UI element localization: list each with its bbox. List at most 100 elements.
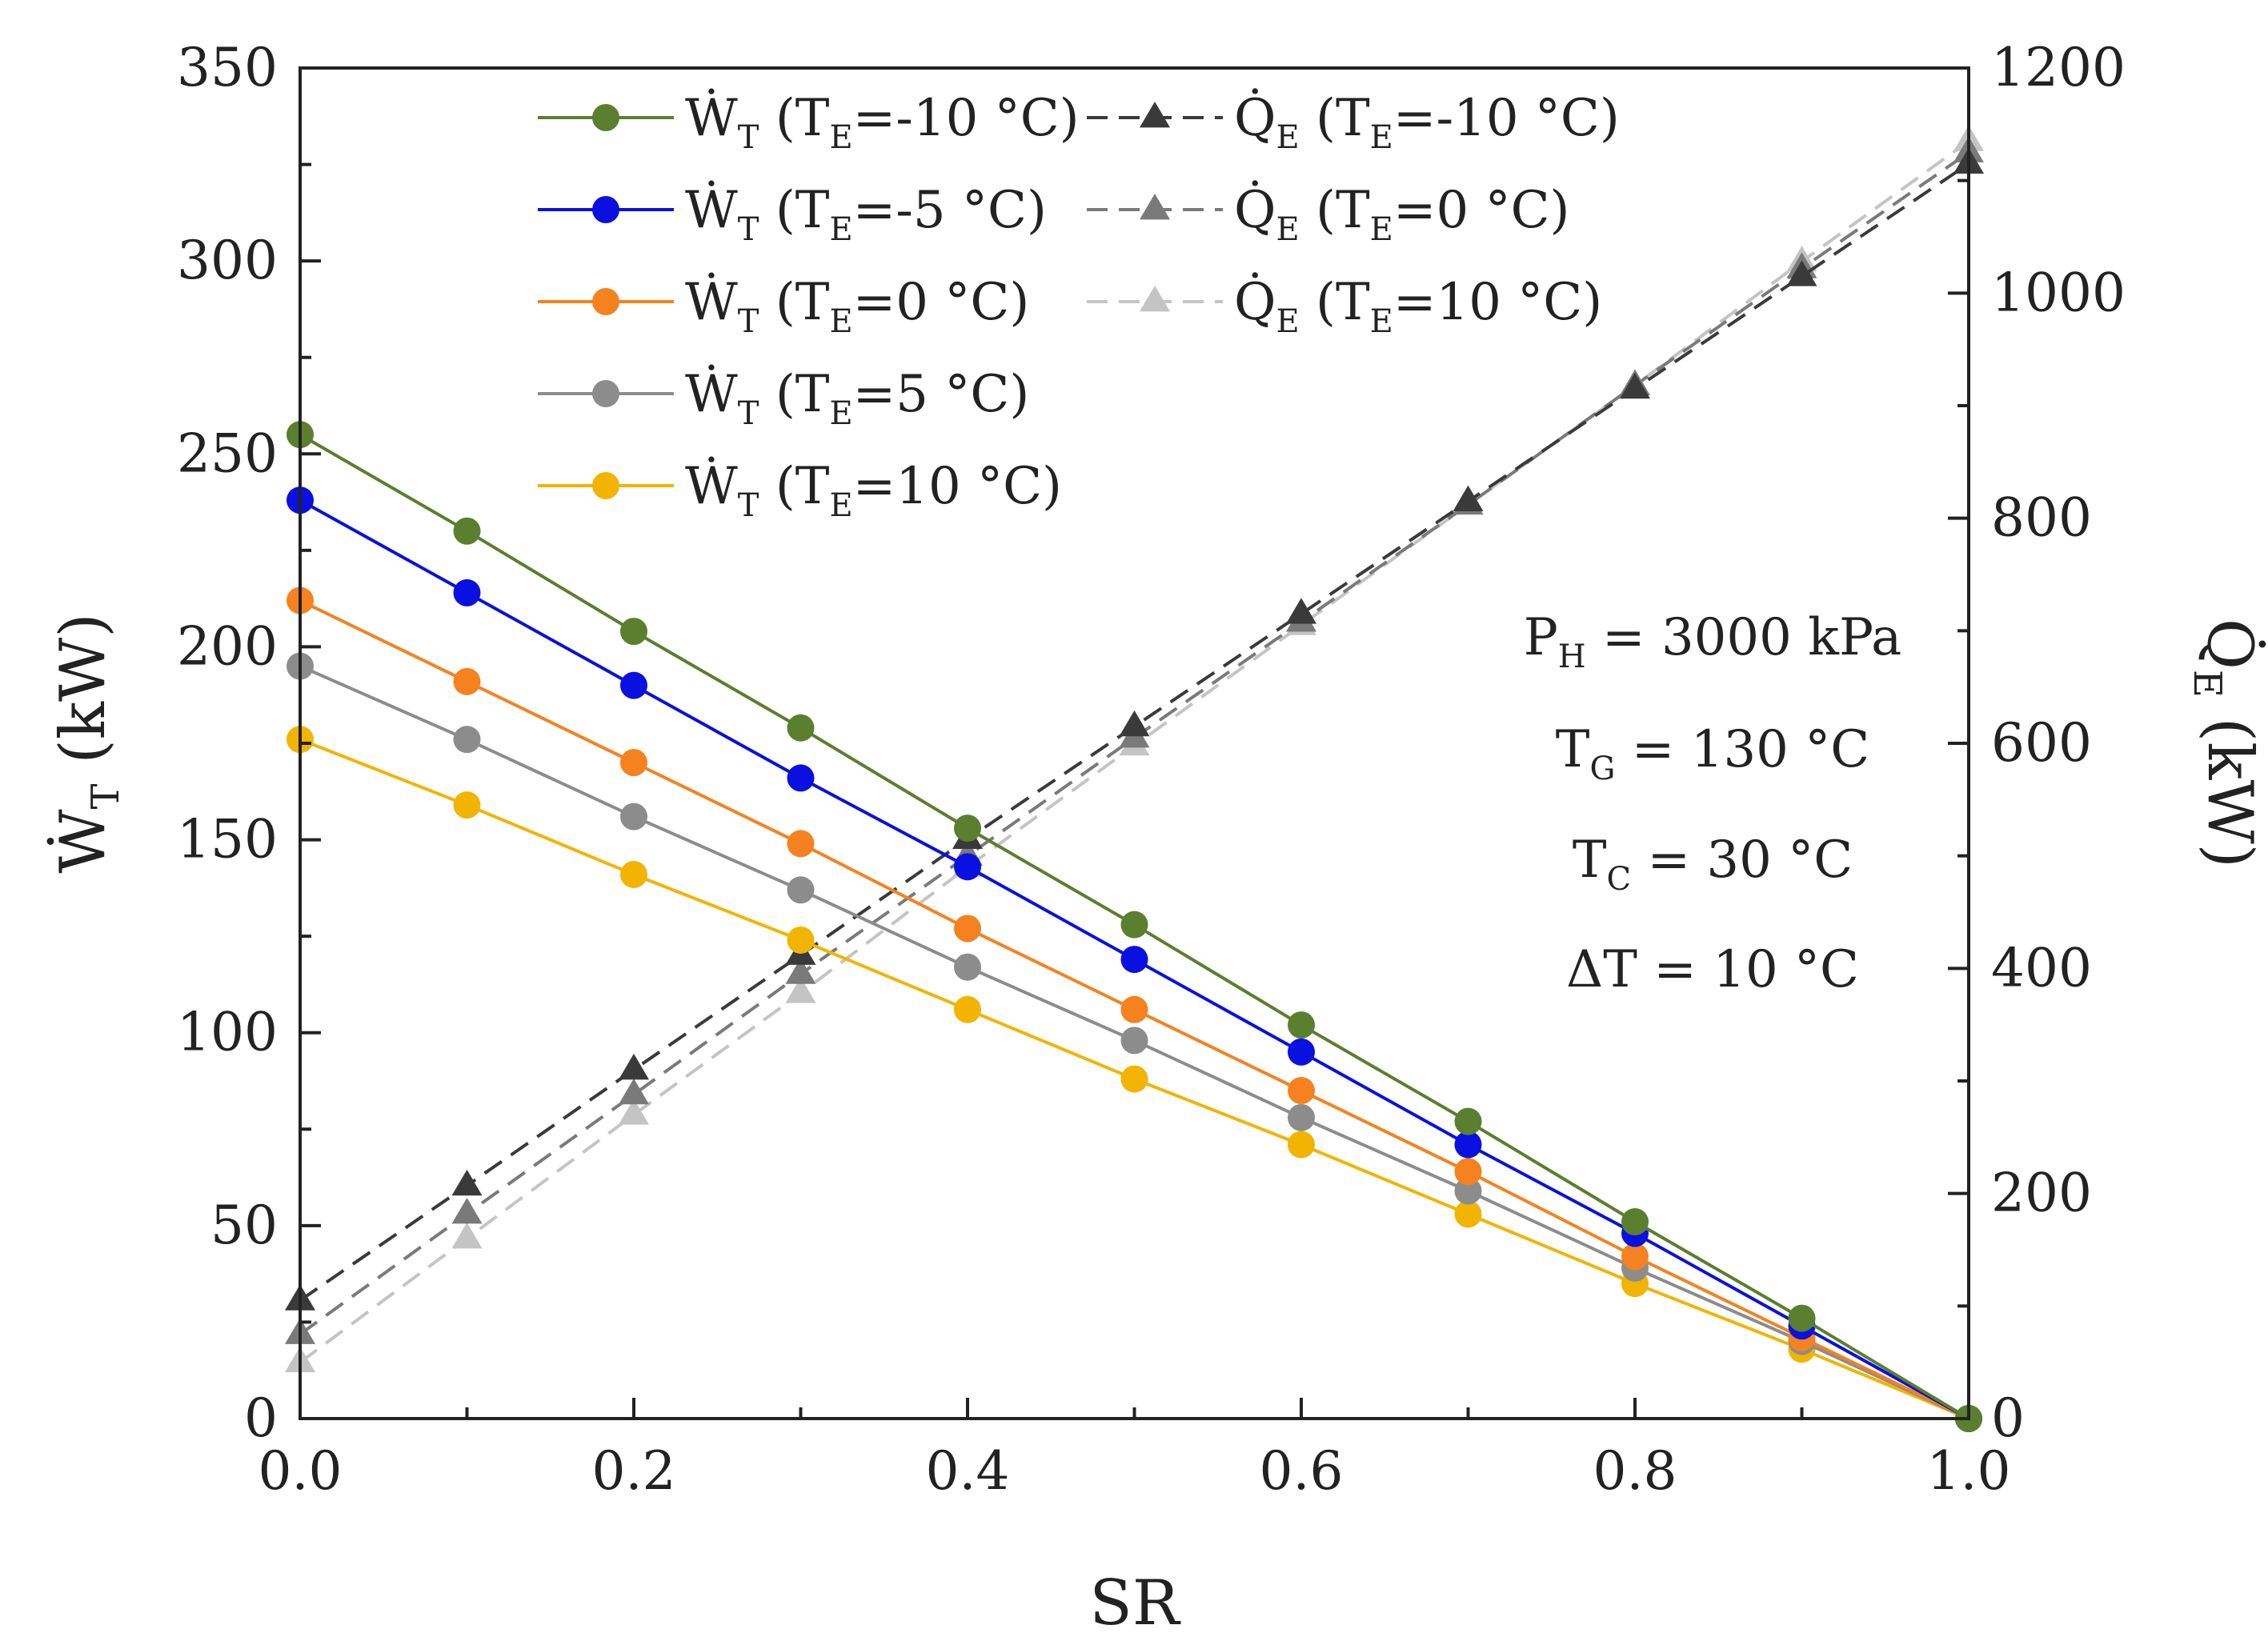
data-point	[1120, 946, 1148, 974]
legend-item: ẆT (TE=0 °C)	[538, 272, 1029, 340]
data-point	[1454, 1158, 1482, 1186]
y-left-axis-title: ẆT (kW)	[46, 613, 128, 873]
data-point	[1120, 911, 1148, 939]
legend-label-mid: (T	[1300, 273, 1370, 332]
legend-label-mid: (T	[759, 365, 829, 424]
legend-label: Q̇E (TE=-10 °C)	[1234, 87, 1620, 156]
legend-label-sub: E	[1370, 211, 1393, 248]
legend-label-end: =-10 °C)	[853, 89, 1080, 148]
y-right-tick-label: 600	[1991, 712, 2092, 774]
y-left-title-sub: T	[83, 783, 128, 809]
legend-label: ẆT (TE=-10 °C)	[685, 88, 1080, 156]
legend-item: Q̇E (TE=10 °C)	[1087, 271, 1602, 340]
y-left-tick-label: 300	[177, 230, 278, 291]
legend-label-main: Ẇ	[685, 272, 738, 332]
legend-swatch-marker	[592, 472, 619, 499]
data-point	[787, 926, 815, 954]
legend-label-main: Q̇	[1234, 179, 1276, 240]
annotation-main: P	[1524, 608, 1558, 667]
legend-label-sub: T	[738, 211, 759, 248]
legend-label-sub: E	[1370, 119, 1393, 156]
legend-label: ẆT (TE=5 °C)	[685, 364, 1029, 432]
data-point	[1119, 710, 1150, 737]
data-point	[453, 791, 481, 819]
legend-label-sub: E	[829, 119, 852, 156]
data-point	[787, 830, 815, 858]
data-point	[954, 814, 981, 843]
y-left-tick-label: 350	[177, 37, 278, 98]
data-point	[620, 749, 647, 777]
data-point	[451, 1169, 483, 1196]
legend-label-mid: (T	[759, 273, 829, 332]
legend-swatch-marker	[1140, 102, 1170, 128]
data-point	[620, 860, 647, 888]
y-right-tick-label: 200	[1991, 1163, 2092, 1224]
legend-label-end: =-5 °C)	[853, 181, 1047, 240]
legend-label-sub: T	[738, 119, 759, 156]
data-point	[620, 671, 647, 699]
legend-label-sub: E	[1276, 211, 1299, 248]
data-point	[1454, 1131, 1482, 1159]
data-point	[1120, 995, 1148, 1023]
legend-label-main: Ẇ	[685, 456, 738, 516]
data-point	[619, 1078, 649, 1105]
data-point	[954, 953, 981, 981]
legend-item: ẆT (TE=-5 °C)	[538, 180, 1047, 248]
y-left-tick-label: 200	[177, 615, 278, 677]
x-tick-label: 0.8	[1593, 1440, 1677, 1502]
legend-label-main: Q̇	[1234, 87, 1276, 148]
legend-item: ẆT (TE=-10 °C)	[538, 88, 1080, 156]
y-left-tick-label: 0	[244, 1387, 278, 1449]
legend-label-end: =0 °C)	[1393, 181, 1570, 240]
series-6	[285, 147, 1984, 1311]
y-left-tick-label: 150	[177, 809, 278, 871]
x-axis-title: SR	[1089, 1567, 1180, 1639]
legend-label-mid: (T	[1300, 181, 1370, 240]
data-point	[619, 1099, 649, 1125]
y-right-title-unit: (kW)	[2194, 698, 2266, 868]
legend-swatch-marker	[592, 196, 619, 223]
data-point	[1288, 1103, 1315, 1131]
y-right-tick-label: 0	[1991, 1387, 2025, 1449]
legend-label-end: =5 °C)	[853, 365, 1030, 424]
legend-label-sub: E	[1276, 119, 1299, 156]
y-left-tick-label: 100	[177, 1002, 278, 1063]
legend-item: ẆT (TE=10 °C)	[538, 456, 1062, 524]
legend-label: Q̇E (TE=0 °C)	[1234, 179, 1570, 248]
data-point	[451, 1222, 483, 1249]
data-point	[1288, 1011, 1315, 1039]
legend-label-main: Q̇	[1234, 271, 1276, 332]
annotation-rest: = 130 °C	[1615, 720, 1869, 779]
annotation-sub: H	[1558, 638, 1586, 675]
x-tick-label: 0.6	[1260, 1440, 1344, 1502]
legend-label-sub: T	[738, 487, 759, 524]
legend-label-mid: (T	[759, 181, 829, 240]
legend-label-mid: (T	[1300, 89, 1370, 148]
legend-label: ẆT (TE=-5 °C)	[685, 180, 1047, 248]
legend-swatch-marker	[592, 104, 619, 131]
x-tick-label: 0.2	[592, 1440, 676, 1502]
data-point	[787, 764, 815, 792]
data-point	[954, 995, 981, 1023]
annotation-sub: G	[1589, 750, 1615, 787]
y-left-tick-label: 50	[210, 1195, 278, 1256]
data-point	[1288, 1077, 1315, 1105]
y-right-tick-label: 1200	[1991, 37, 2126, 98]
data-point	[619, 1053, 649, 1080]
annotation-main: ΔT	[1566, 940, 1637, 999]
legend-label: ẆT (TE=10 °C)	[685, 456, 1062, 524]
y-right-tick-label: 1000	[1991, 262, 2126, 323]
data-point	[1786, 260, 1817, 286]
data-point	[1120, 1027, 1148, 1055]
data-point	[620, 618, 647, 646]
data-point	[1454, 1200, 1482, 1228]
series-5	[287, 726, 1982, 1432]
legend-label-sub: E	[829, 487, 852, 524]
legend-label-mid: (T	[759, 457, 829, 516]
data-point	[1453, 485, 1484, 511]
x-tick-label: 0.4	[926, 1440, 1010, 1502]
legend-item: Q̇E (TE=-10 °C)	[1087, 87, 1620, 156]
legend-swatch-marker	[592, 380, 619, 407]
data-point	[1621, 1243, 1649, 1271]
